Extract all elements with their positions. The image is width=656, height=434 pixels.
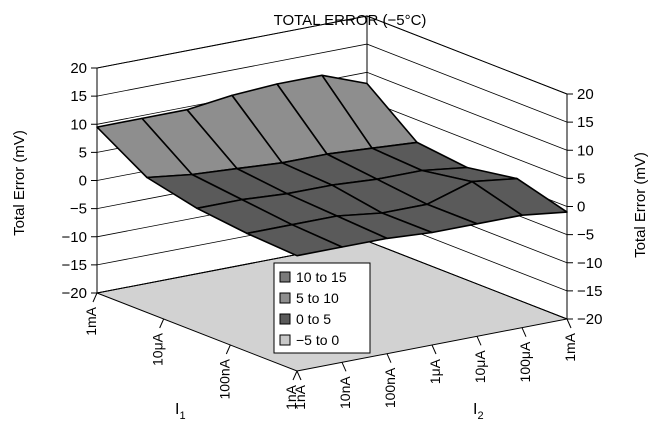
z-tick-label-left: 0 xyxy=(79,173,87,190)
legend: 10 to 15 5 to 10 0 to 5 −5 to 0 xyxy=(273,262,371,354)
y-tick xyxy=(386,353,392,363)
chart-title: TOTAL ERROR (−5°C) xyxy=(274,12,427,29)
z-axis-label-left: Total Error (mV) xyxy=(11,130,28,236)
surface-patch xyxy=(246,223,343,257)
x-tick xyxy=(292,370,298,381)
z-tick-label-right: 15 xyxy=(577,114,594,131)
z-tick-label-left: 10 xyxy=(70,116,87,133)
z-axis-label-right: Total Error (mV) xyxy=(632,152,649,258)
x-tick xyxy=(92,292,98,303)
z-tick-label-right: 5 xyxy=(577,170,585,187)
legend-swatch xyxy=(279,292,291,304)
y-axis-ticks: 1nA 10nA 100nA 1μA 10μA 100μA 1mA xyxy=(292,318,578,410)
y-tick-label: 10nA xyxy=(337,376,353,409)
z-tick-label-left: −10 xyxy=(62,229,87,246)
x-tick-label: 1nA xyxy=(283,384,299,410)
y-tick-label: 10μA xyxy=(472,350,488,384)
z-tick-label-right: 20 xyxy=(577,86,594,103)
z-gridline xyxy=(96,15,568,95)
x-axis-ticks: 1mA 10μA 100nA 1nA xyxy=(83,292,299,410)
x-tick-label: 10μA xyxy=(150,332,166,366)
z-tick-label-right: −15 xyxy=(577,283,602,300)
legend-swatch xyxy=(279,271,291,283)
x-tick-label: 100nA xyxy=(216,358,232,399)
y-axis-label: I2 xyxy=(473,401,484,422)
y-tick-label: 100nA xyxy=(382,367,398,408)
z-gridline xyxy=(96,43,568,123)
y-axis-label-main: I xyxy=(473,401,477,418)
z-tick-label-left: −20 xyxy=(62,285,87,302)
y-tick xyxy=(521,327,527,337)
y-tick-label: 1μA xyxy=(427,358,443,384)
legend-label: 0 to 5 xyxy=(296,311,331,327)
legend-label: 10 to 15 xyxy=(296,269,347,285)
y-tick-label: 1mA xyxy=(562,332,578,361)
z-tick-label-left: 5 xyxy=(79,144,87,161)
z-tick-label-right: −5 xyxy=(577,227,594,244)
y-tick xyxy=(476,336,482,346)
x-axis-label: I1 xyxy=(175,401,186,422)
z-tick-label-right: −20 xyxy=(577,311,602,328)
y-tick xyxy=(566,318,572,329)
x-tick xyxy=(225,344,231,355)
z-tick-label-left: −5 xyxy=(70,201,87,218)
z-tick-label-left: −15 xyxy=(62,257,87,274)
legend-label: −5 to 0 xyxy=(296,332,339,348)
surface-mesh xyxy=(96,74,568,257)
z-axis-right: 20 15 10 5 0 −5 −10 −15 −20 xyxy=(567,86,602,328)
y-tick xyxy=(341,362,347,372)
z-tick-label-right: 0 xyxy=(577,199,585,216)
x-tick-label: 1mA xyxy=(83,306,99,335)
legend-label: 5 to 10 xyxy=(296,290,339,306)
z-tick-label-left: 15 xyxy=(70,88,87,105)
y-tick-label: 100μA xyxy=(517,341,533,382)
legend-swatch xyxy=(279,313,291,325)
legend-swatch xyxy=(279,334,291,346)
x-axis-label-main: I xyxy=(175,401,179,418)
y-tick xyxy=(431,344,437,355)
z-tick-label-left: 20 xyxy=(70,60,87,77)
z-gridline xyxy=(96,71,568,151)
y-axis-label-subscript: 2 xyxy=(477,410,483,422)
z-tick-label-right: 10 xyxy=(577,142,594,159)
y-tick xyxy=(296,370,302,381)
y-tick-label: 1nA xyxy=(292,384,308,410)
z-tick-label-right: −10 xyxy=(577,255,602,272)
x-tick xyxy=(159,318,165,329)
x-axis-label-subscript: 1 xyxy=(179,410,185,422)
z-axis-left: 20 15 10 5 0 −5 −10 −15 −20 xyxy=(62,60,97,302)
